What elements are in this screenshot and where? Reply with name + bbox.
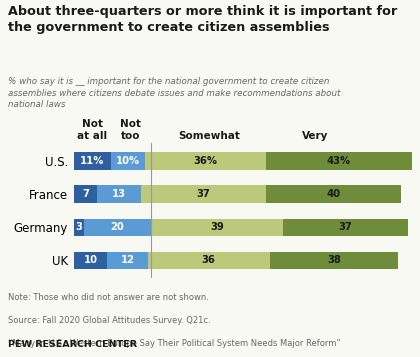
Text: 38: 38 — [327, 255, 341, 265]
Text: Very: Very — [302, 131, 328, 141]
Bar — [270, 252, 398, 269]
Bar — [266, 152, 412, 170]
Text: 40: 40 — [327, 189, 341, 199]
Text: 12: 12 — [121, 255, 134, 265]
Text: About three-quarters or more think it is important for
the government to create : About three-quarters or more think it is… — [8, 5, 398, 34]
Text: 10%: 10% — [116, 156, 140, 166]
Text: 37: 37 — [339, 222, 352, 232]
Text: Not
at all: Not at all — [77, 119, 107, 141]
Text: 39: 39 — [210, 222, 224, 232]
Bar — [74, 152, 111, 170]
Text: Not
too: Not too — [121, 119, 142, 141]
Text: “Many in U.S., Western Europe Say Their Political System Needs Major Reform”: “Many in U.S., Western Europe Say Their … — [8, 339, 341, 348]
Text: Somewhat: Somewhat — [178, 131, 240, 141]
Bar — [74, 218, 84, 236]
Bar — [148, 252, 270, 269]
Bar — [141, 186, 266, 203]
Text: 7: 7 — [82, 189, 89, 199]
Text: 3: 3 — [75, 222, 82, 232]
Bar — [97, 186, 141, 203]
Text: 36%: 36% — [193, 156, 218, 166]
Text: 37: 37 — [197, 189, 210, 199]
Text: PEW RESEARCH CENTER: PEW RESEARCH CENTER — [8, 340, 137, 349]
Bar — [144, 152, 266, 170]
Text: Note: Those who did not answer are not shown.: Note: Those who did not answer are not s… — [8, 293, 209, 302]
Bar — [266, 186, 402, 203]
Text: 10: 10 — [84, 255, 97, 265]
Text: 43%: 43% — [327, 156, 351, 166]
Bar — [84, 218, 151, 236]
Bar — [108, 252, 148, 269]
Bar — [151, 218, 283, 236]
Bar — [74, 186, 97, 203]
Text: 20: 20 — [110, 222, 124, 232]
Text: % who say it is __ important for the national government to create citizen
assem: % who say it is __ important for the nat… — [8, 77, 341, 109]
Text: 11%: 11% — [80, 156, 104, 166]
Bar — [74, 252, 108, 269]
Bar — [283, 218, 408, 236]
Text: 13: 13 — [112, 189, 126, 199]
Text: Source: Fall 2020 Global Attitudes Survey. Q21c.: Source: Fall 2020 Global Attitudes Surve… — [8, 316, 211, 325]
Text: 36: 36 — [202, 255, 216, 265]
Bar — [111, 152, 144, 170]
